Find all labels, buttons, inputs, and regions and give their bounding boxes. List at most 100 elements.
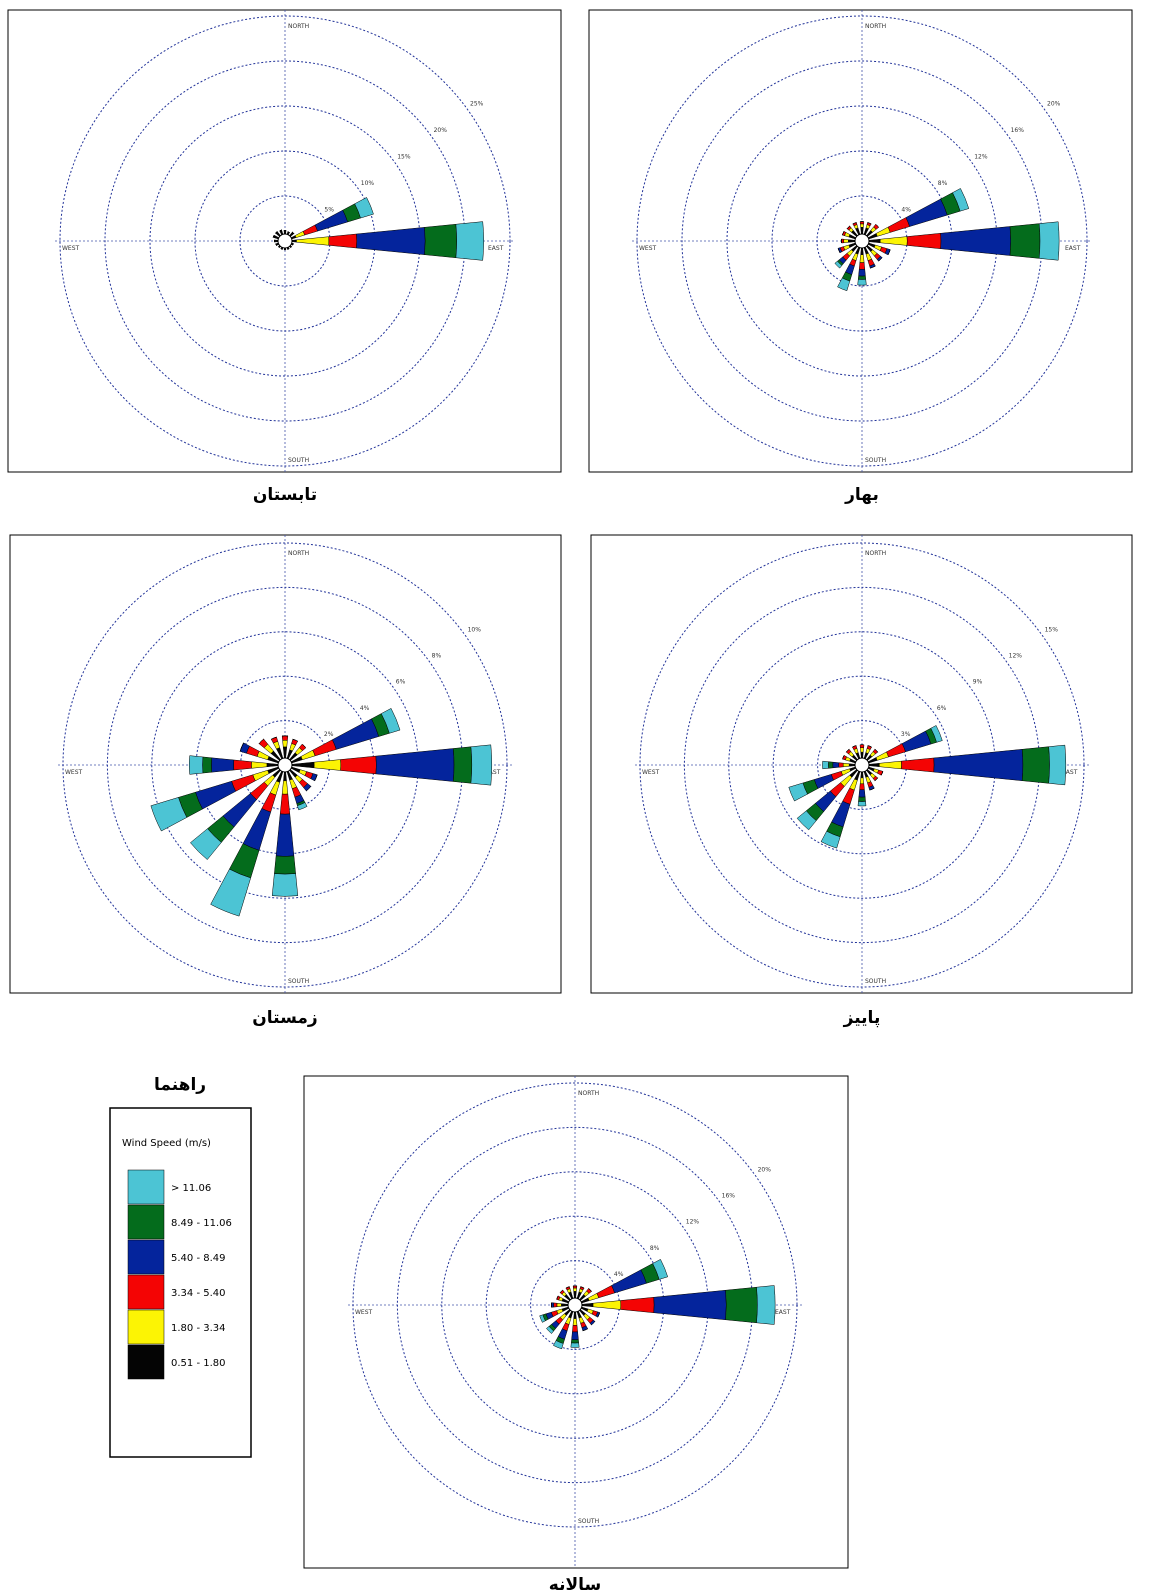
petal-segment (820, 830, 841, 849)
petal-segment (852, 745, 857, 748)
petal-segment (559, 1289, 563, 1293)
petal-segment (553, 1340, 564, 1350)
petal-segment (287, 231, 290, 233)
petal-segment (843, 238, 849, 244)
petal-segment (274, 855, 296, 875)
direction-label: WEST (355, 1309, 373, 1316)
petal-segment (858, 789, 866, 798)
petal-segment (202, 756, 213, 774)
direction-label: WEST (642, 769, 660, 776)
direction-label: SOUTH (288, 978, 309, 985)
ring-label: 6% (396, 679, 406, 686)
legend-label: > 11.06 (171, 1183, 211, 1194)
direction-label: SOUTH (865, 457, 886, 464)
ring-label: 6% (937, 705, 947, 712)
ring-label: 10% (361, 180, 375, 187)
ring-label: 8% (432, 653, 442, 660)
ring-label: 25% (470, 101, 484, 108)
legend-title: راهنما (154, 1075, 206, 1095)
ring (59, 15, 511, 467)
petal-segment (859, 777, 865, 785)
petal-segment (274, 239, 279, 243)
petal-segment (860, 223, 864, 228)
petal-segment (556, 1302, 562, 1308)
petal-segment (842, 762, 850, 768)
calm-circle (567, 1297, 583, 1313)
petal-segment (848, 763, 856, 767)
petal-segment (870, 265, 876, 269)
panel-caption: پاییز (843, 1008, 881, 1028)
ring-label: 3% (901, 731, 911, 738)
petal-segment (301, 743, 307, 749)
petal-segment (841, 238, 845, 244)
petal-segment (725, 1286, 758, 1324)
petal-segment (150, 797, 188, 832)
petal-segment (546, 1325, 554, 1334)
petal-segment (874, 777, 878, 781)
ring-label: 4% (360, 705, 370, 712)
calm-circle (277, 233, 293, 249)
direction-label: EAST (488, 245, 504, 252)
petal-segment (952, 188, 970, 212)
petal-segment (188, 755, 204, 775)
ring-label: 20% (758, 1167, 772, 1174)
direction-label: SOUTH (578, 1518, 599, 1525)
legend-swatch (127, 1274, 165, 1310)
petal-segment (571, 1331, 579, 1340)
ring (352, 1082, 798, 1528)
petal-segment (857, 275, 867, 280)
petal-segment (867, 745, 872, 748)
petal-segment (858, 262, 866, 270)
petal-segment (859, 254, 865, 263)
petal-segment (211, 757, 235, 773)
petal-segment (279, 229, 282, 232)
petal-segment (314, 774, 318, 781)
petal-segment (860, 751, 864, 759)
ring-label: 12% (1009, 653, 1023, 660)
petal-segment (570, 1342, 580, 1348)
petal-segment (354, 197, 374, 219)
ring-label: 8% (938, 180, 948, 187)
direction-label: EAST (485, 769, 501, 776)
legend-label: 3.34 - 5.40 (171, 1288, 226, 1299)
petal-segment (290, 246, 292, 248)
direction-label: EAST (1062, 769, 1078, 776)
petal-segment (838, 762, 844, 768)
direction-label: NORTH (865, 550, 886, 557)
direction-label: NORTH (578, 1090, 599, 1097)
petal-segment (539, 1314, 546, 1323)
petal-segment (828, 761, 834, 769)
petal-segment (553, 1302, 558, 1308)
ring-label: 16% (1011, 127, 1025, 134)
direction-label: NORTH (288, 23, 309, 30)
petal-segment (857, 279, 867, 286)
petal-segment (281, 780, 289, 795)
petal-segment (380, 708, 401, 734)
petal-segment (859, 744, 865, 748)
petal-segment (452, 746, 473, 784)
petal-segment (822, 760, 829, 770)
petal-segment (572, 1324, 578, 1333)
petal-segment (930, 725, 943, 743)
legend-swatch (127, 1309, 165, 1345)
petal-segment (860, 227, 864, 235)
petal-segment (652, 1259, 669, 1280)
petal-segment (233, 759, 252, 771)
petal-segment (328, 233, 358, 249)
legend-swatch (127, 1204, 165, 1240)
petal-segment (860, 771, 864, 779)
ring (62, 542, 508, 988)
ring-label: 4% (614, 1271, 624, 1278)
petal-segment (860, 247, 864, 255)
ring-label: 12% (686, 1219, 700, 1226)
petal-segment (846, 749, 850, 753)
petal-segment (756, 1285, 776, 1325)
ring-label: 16% (722, 1193, 736, 1200)
petal-segment (282, 739, 288, 748)
ring-label: 5% (324, 207, 334, 214)
petal-segment (278, 246, 280, 248)
petal-segment (573, 1291, 577, 1299)
legend-subtitle: Wind Speed (m/s) (122, 1138, 211, 1149)
legend-label: 0.51 - 1.80 (171, 1358, 226, 1369)
